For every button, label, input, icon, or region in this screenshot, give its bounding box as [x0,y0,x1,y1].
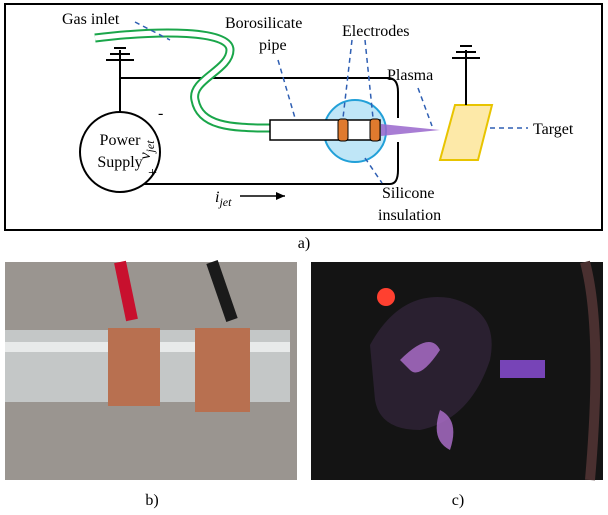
target-object [370,296,492,430]
label: vjet [137,140,157,160]
ground-left [106,47,134,112]
wire-red [114,260,138,322]
label: Electrodes [342,23,410,40]
led [377,288,395,306]
wire-top [120,77,399,118]
gas-tube-inner [94,30,271,131]
electrode [337,118,349,142]
glow [400,342,454,450]
plasma-glow [500,360,545,378]
copper-band [195,328,250,412]
label: Silicone [382,185,434,202]
target [438,104,494,161]
symbol: i [215,189,219,206]
label: - [158,105,163,122]
subscript: jet [143,140,157,155]
label: Borosilicate [225,15,302,32]
leader [417,87,433,127]
diagram: Power Supply vjet - + ijet Gas inlet Bor… [4,3,603,252]
photo-plasma: c) [311,260,603,509]
plasma-jet [381,124,440,136]
label: pipe [259,37,287,54]
wire-black [206,260,238,322]
subscript: jet [217,195,232,209]
frame [4,3,603,231]
leader [277,59,296,119]
label: Supply [97,154,142,171]
pipe [269,119,381,141]
edge [580,260,601,481]
label: + [148,165,157,182]
caption: b) [145,492,158,509]
label: insulation [378,207,441,224]
leader [134,21,171,41]
label: Target [533,121,574,138]
label: Power [100,132,142,149]
label: Gas inlet [62,11,120,28]
copper-band [108,328,160,406]
power-supply [79,111,161,193]
caption: c) [452,492,464,509]
arrow-head [276,192,285,200]
ground-right [452,45,480,105]
leader [342,39,374,119]
wire-bottom [119,142,399,192]
label: Plasma [387,67,433,84]
label: ijet [215,189,232,209]
caption: a) [298,235,310,252]
symbol: v [137,152,154,160]
photo-electrodes: b) [5,260,297,509]
electrode [369,118,381,142]
